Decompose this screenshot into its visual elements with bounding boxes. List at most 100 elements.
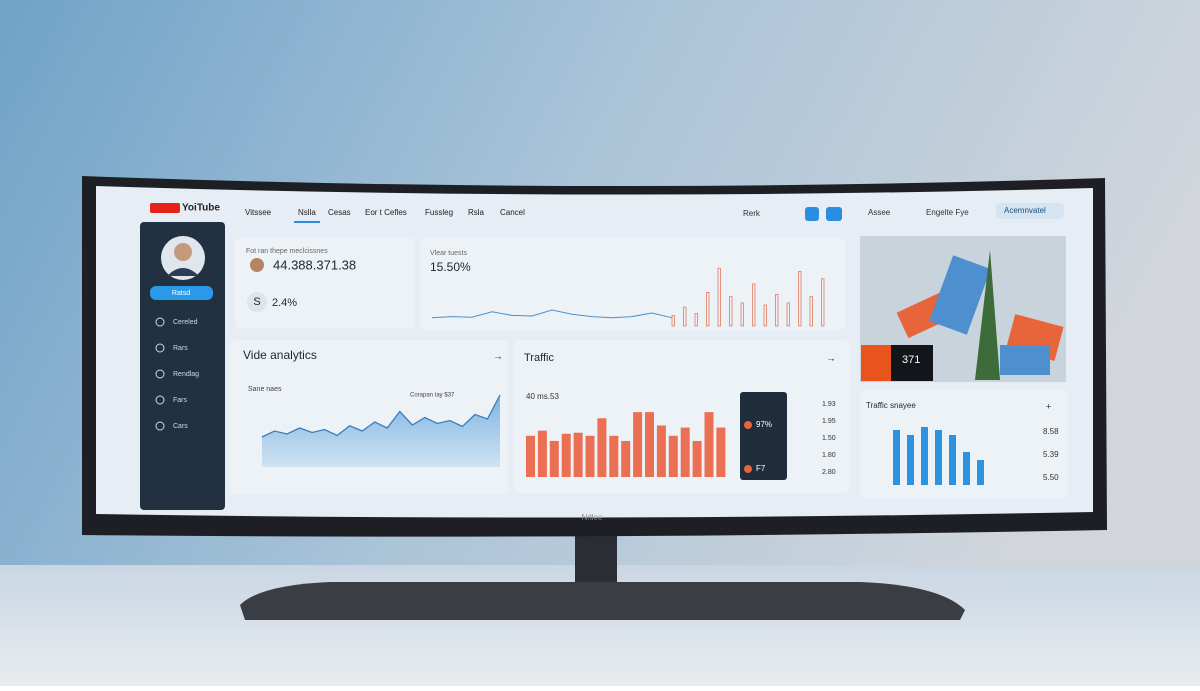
views-bar [706,291,710,327]
logo-icon [150,203,180,213]
sidebar-item[interactable]: Cereled [173,319,198,326]
search-button[interactable] [826,207,842,221]
action-button[interactable] [996,203,1064,219]
views-line [431,309,673,319]
snapshot-bar [921,427,928,485]
traffic-number: 1.80 [822,452,836,459]
video-card [230,340,508,495]
legend-item: F7 [756,464,766,473]
snapshot-title: Traffic snayee [866,401,916,410]
brand: Nrllee [582,513,603,522]
traffic-title: Traffic [524,352,554,364]
logo: YoiTube [182,203,220,214]
sidebar-icon [155,421,165,431]
traffic-bar [537,430,547,477]
views-bar [683,306,687,327]
nav-item[interactable]: Eor t Cefles [365,208,407,217]
sidebar-button[interactable] [150,286,213,300]
snapshot-plus[interactable]: + [1046,401,1051,411]
stats-change: 2.4% [272,297,297,309]
views-bar [671,315,675,327]
snapshot-bar [893,430,900,485]
nav-item[interactable]: Rsla [468,208,485,217]
traffic-number: 2.80 [822,469,836,476]
traffic-bar [656,425,666,477]
nav-item[interactable]: Nslla [298,208,316,217]
views-bar [752,283,756,327]
traffic-number: 1.50 [822,435,836,442]
sidebar-item[interactable]: Rendlag [173,371,199,378]
nav-item[interactable]: Cesas [328,208,351,217]
traffic-bar [633,412,643,477]
sidebar-icon [155,395,165,405]
traffic-bar [668,435,678,477]
views-card [420,238,845,330]
promo-plant [975,250,1000,380]
legend-dot [744,465,752,473]
stand-base [240,582,965,620]
video-note: Corapan tay $37 [410,393,455,399]
views-bar [694,312,698,327]
traffic-subtitle: 40 ms.53 [526,392,559,401]
avatar-face [174,243,192,261]
badge: S [253,296,260,308]
traffic-bar [609,435,619,477]
snapshot-bar [949,435,956,485]
snapshot-stat: 5.39 [1043,450,1059,459]
views-bar [775,294,779,327]
stats-total: 44.388.371.38 [273,257,356,272]
promo-label: 371 [902,354,920,366]
promo-shape [1000,345,1050,375]
traffic-bar [573,432,583,477]
snapshot-bar [907,435,914,485]
views-bar [821,278,825,327]
traffic-bar [692,440,702,477]
snapshot-bar [963,452,970,485]
traffic-number: 1.95 [822,418,836,425]
snapshot-stat: 5.50 [1043,473,1059,482]
nav-item[interactable]: Vitssee [245,208,272,217]
views-rate: 15.50% [430,260,471,274]
video-subtitle: Sane naes [248,386,282,393]
nav-item[interactable]: Cancel [500,208,525,217]
sidebar-icon [155,369,165,379]
nav-item[interactable]: Fussleg [425,208,453,217]
views-bar [798,270,802,327]
video-arrow[interactable]: → [493,352,503,363]
sidebar-icon [155,343,165,353]
sidebar-item[interactable]: Fars [173,397,188,404]
icon-button[interactable] [805,207,819,221]
traffic-bar [549,440,559,477]
traffic-bar [645,412,654,477]
views-bar [786,302,790,327]
video-area [262,395,500,467]
views-bar [729,296,733,327]
action[interactable]: Acemnvatel [1004,206,1046,215]
settings[interactable]: Engelte Fye [926,208,969,217]
snapshot-bar [935,430,942,485]
legend-item: 97% [756,420,772,429]
traffic-bar [585,435,595,477]
legend-dot [744,421,752,429]
views-bar [763,304,767,327]
sidebar-icon [155,317,165,327]
traffic-bar [526,435,535,477]
snapshot-stat: 8.58 [1043,427,1059,436]
sidebar-item[interactable]: Rars [173,345,188,352]
traffic-bar [597,418,607,477]
sidebar-button-label[interactable]: Ratsd [172,290,190,297]
traffic-number: 1.93 [822,401,836,408]
views-bar [740,302,744,327]
snapshot-bar [977,460,984,485]
views-bar [717,267,721,327]
video-line [261,394,501,438]
traffic-bar [561,433,571,477]
account[interactable]: Assee [868,208,891,217]
traffic-arrow[interactable]: → [826,354,836,365]
video-title: Vide analytics [243,348,317,362]
sidebar-item[interactable]: Cars [173,423,188,430]
stats-label: Fot ran thepe meclcissnes [246,248,328,255]
badge-bg [247,292,267,312]
traffic-bar [621,440,631,477]
avatar-body [167,268,199,276]
